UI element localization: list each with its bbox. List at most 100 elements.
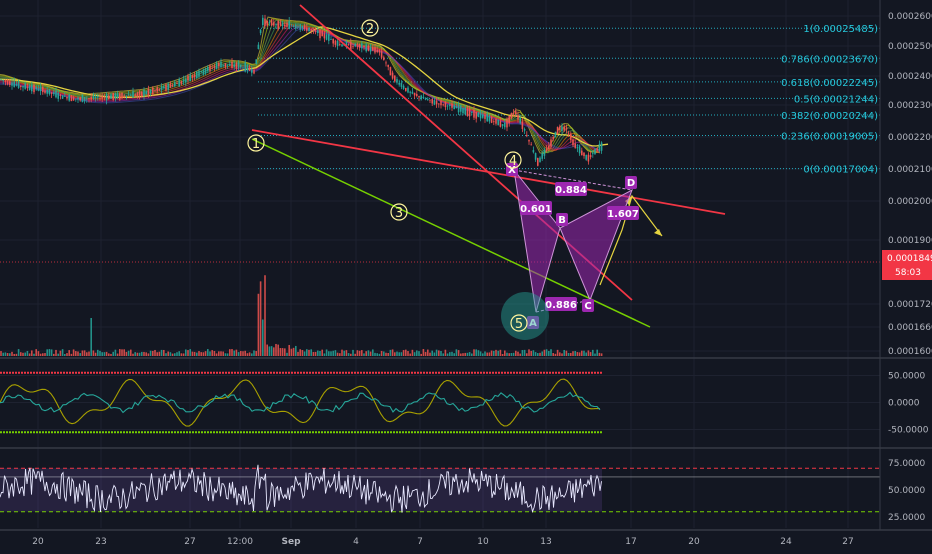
candle-body	[521, 121, 524, 129]
candle-body	[165, 84, 167, 91]
volume-bar	[273, 347, 275, 356]
x-tick-label: 27	[842, 537, 853, 547]
volume-bar	[143, 351, 145, 356]
candle-body	[550, 139, 552, 147]
volume-bar	[299, 349, 301, 356]
volume-bar	[347, 353, 350, 356]
candle-body	[541, 152, 543, 159]
volume-bar	[81, 350, 84, 356]
candle-body	[504, 122, 506, 128]
x-tick-label: 20	[32, 537, 44, 547]
candle-body	[515, 111, 517, 115]
candle-body	[583, 152, 585, 157]
candle-body	[413, 92, 416, 96]
candle-body	[270, 19, 273, 26]
volume-bar	[290, 348, 293, 356]
volume-bar	[462, 353, 464, 356]
candle-body	[385, 62, 387, 64]
candle-body	[6, 80, 9, 85]
volume-bar	[59, 350, 62, 356]
volume-bar	[277, 344, 279, 356]
candle-body	[121, 92, 123, 99]
candle-body	[376, 49, 378, 53]
candle-body	[101, 96, 103, 99]
fib-level-label: 0.786(0.00023670)	[781, 54, 878, 65]
volume-bar	[61, 349, 64, 356]
candle-body	[455, 106, 458, 109]
pattern-point-badge	[625, 176, 637, 189]
candle-body	[510, 113, 513, 119]
volume-bar	[427, 349, 429, 356]
volume-bar	[501, 353, 504, 356]
candle-body	[407, 87, 409, 93]
volume-bar	[145, 352, 147, 356]
fib-level-label: 1(0.00025485)	[803, 24, 878, 35]
candle-body	[306, 27, 308, 31]
candle-body	[350, 41, 352, 51]
candle-body	[482, 114, 484, 118]
volume-bar	[312, 352, 315, 356]
candle-body	[242, 67, 244, 69]
candle-body	[94, 97, 97, 98]
candle-body	[189, 74, 191, 82]
candle-body	[53, 92, 55, 95]
candle-body	[526, 134, 528, 137]
x-tick-label: 4	[353, 537, 359, 547]
pattern-point-badge	[582, 299, 594, 312]
volume-bar	[246, 353, 249, 356]
volume-bar	[103, 352, 106, 356]
volume-bar	[486, 352, 488, 356]
volume-bar	[50, 349, 53, 356]
volume-bar	[411, 349, 414, 356]
volume-bar	[429, 352, 431, 356]
candle-body	[537, 158, 539, 166]
volume-bar	[523, 349, 526, 356]
volume-bar	[284, 348, 286, 356]
volume-bar	[407, 351, 409, 356]
candle-body	[64, 95, 66, 97]
volume-bar	[539, 352, 541, 356]
volume-bar	[578, 352, 581, 356]
volume-bar	[442, 353, 444, 356]
volume-bar	[541, 351, 543, 356]
projection-arrow	[654, 229, 662, 236]
candle-body	[438, 103, 440, 105]
volume-bar	[596, 349, 598, 356]
pattern-point-label: B	[558, 215, 566, 226]
volume-bar	[440, 351, 442, 356]
volume-bar	[229, 349, 231, 356]
candle-body	[149, 89, 152, 94]
volume-bar	[389, 349, 392, 356]
volume-bar	[0, 351, 2, 356]
long-moving-average	[0, 26, 609, 147]
candle-body	[37, 88, 40, 91]
fib-level-label: 0.236(0.00019005)	[781, 131, 878, 142]
candle-body	[572, 139, 574, 146]
candle-body	[277, 21, 279, 30]
volume-bar	[207, 349, 209, 356]
volume-bar	[92, 350, 95, 356]
volume-bar	[532, 350, 535, 356]
candle-body	[26, 86, 29, 89]
volume-bar	[138, 352, 141, 356]
candle-body	[600, 142, 603, 151]
volume-bar	[182, 353, 185, 356]
rsi-axis-label: 75.0000	[888, 459, 925, 469]
candle-body	[391, 72, 394, 79]
volume-bar	[123, 349, 125, 356]
volume-bar	[451, 351, 453, 356]
candle-body	[264, 18, 266, 26]
candle-body	[539, 157, 541, 163]
candle-body	[416, 94, 418, 96]
volume-bar	[112, 351, 114, 356]
volume-bar	[11, 351, 13, 356]
candle-body	[512, 112, 515, 114]
x-tick-label: 12:00	[227, 537, 253, 547]
volume-bar	[116, 353, 119, 356]
candle-body	[167, 83, 169, 90]
volume-bar	[460, 353, 462, 356]
volume-bar	[358, 350, 361, 356]
candle-body	[229, 64, 231, 66]
